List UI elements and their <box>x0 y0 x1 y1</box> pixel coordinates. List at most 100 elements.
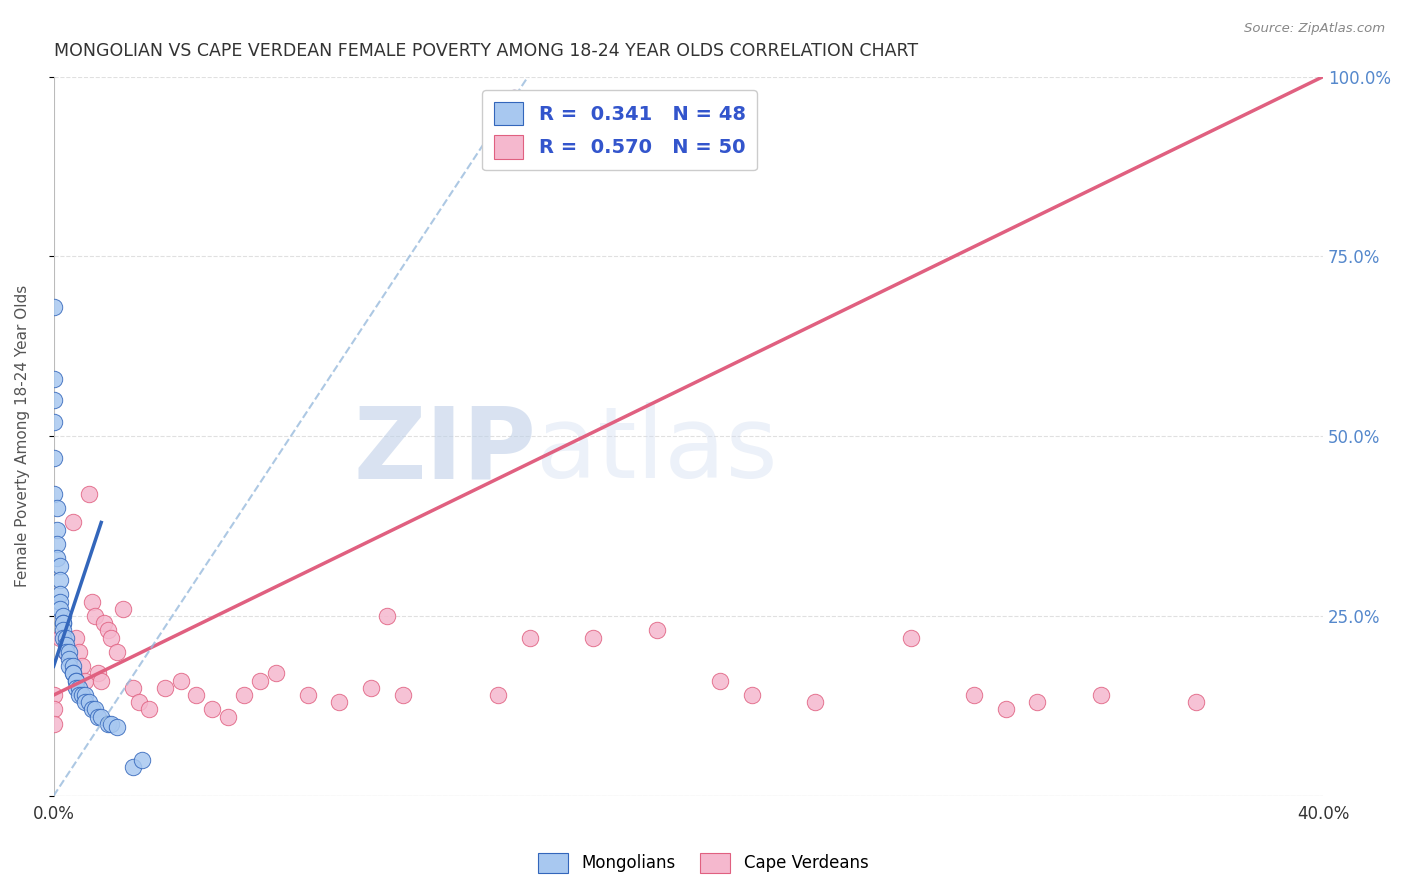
Point <box>375 609 398 624</box>
Point <box>42 716 65 731</box>
Point <box>90 709 112 723</box>
Point <box>900 631 922 645</box>
Point <box>87 666 110 681</box>
Point <box>65 631 87 645</box>
Legend: Mongolians, Cape Verdeans: Mongolians, Cape Verdeans <box>531 847 875 880</box>
Point <box>77 695 100 709</box>
Point <box>201 702 224 716</box>
Point <box>131 753 153 767</box>
Point <box>169 673 191 688</box>
Point <box>90 673 112 688</box>
Point <box>112 601 135 615</box>
Point <box>233 688 256 702</box>
Point <box>1185 695 1208 709</box>
Point <box>122 681 145 695</box>
Point <box>328 695 350 709</box>
Point <box>55 638 77 652</box>
Point <box>67 688 90 702</box>
Point <box>42 393 65 408</box>
Point <box>138 702 160 716</box>
Point <box>153 681 176 695</box>
Point <box>58 659 80 673</box>
Point <box>42 688 65 702</box>
Point <box>582 631 605 645</box>
Point <box>360 681 382 695</box>
Point <box>49 601 72 615</box>
Point <box>49 587 72 601</box>
Point <box>80 594 103 608</box>
Point <box>52 616 75 631</box>
Point <box>65 673 87 688</box>
Point <box>45 523 67 537</box>
Point <box>519 631 541 645</box>
Point <box>55 645 77 659</box>
Point <box>75 688 97 702</box>
Point <box>645 624 668 638</box>
Point <box>62 659 84 673</box>
Point <box>75 695 97 709</box>
Point <box>804 695 827 709</box>
Point <box>55 645 77 659</box>
Point <box>264 666 287 681</box>
Point <box>42 415 65 429</box>
Point <box>963 688 986 702</box>
Point <box>55 631 77 645</box>
Text: atlas: atlas <box>536 402 778 499</box>
Point <box>42 702 65 716</box>
Point <box>49 631 72 645</box>
Point <box>58 645 80 659</box>
Point <box>249 673 271 688</box>
Point <box>62 666 84 681</box>
Point <box>93 616 115 631</box>
Point <box>100 631 122 645</box>
Point <box>42 486 65 500</box>
Point <box>62 516 84 530</box>
Point <box>58 652 80 666</box>
Point <box>297 688 319 702</box>
Y-axis label: Female Poverty Among 18-24 Year Olds: Female Poverty Among 18-24 Year Olds <box>15 285 30 587</box>
Point <box>52 631 75 645</box>
Point <box>67 645 90 659</box>
Point <box>105 721 128 735</box>
Point <box>42 371 65 385</box>
Point <box>52 609 75 624</box>
Point <box>52 624 75 638</box>
Point <box>42 300 65 314</box>
Point <box>49 573 72 587</box>
Point <box>70 659 93 673</box>
Point <box>45 551 67 566</box>
Text: MONGOLIAN VS CAPE VERDEAN FEMALE POVERTY AMONG 18-24 YEAR OLDS CORRELATION CHART: MONGOLIAN VS CAPE VERDEAN FEMALE POVERTY… <box>53 42 918 60</box>
Point <box>52 616 75 631</box>
Point <box>70 688 93 702</box>
Point <box>97 624 120 638</box>
Point <box>42 450 65 465</box>
Point <box>49 594 72 608</box>
Point <box>741 688 763 702</box>
Point <box>128 695 150 709</box>
Point <box>77 486 100 500</box>
Point <box>186 688 208 702</box>
Point <box>709 673 731 688</box>
Point <box>391 688 413 702</box>
Point <box>105 645 128 659</box>
Point <box>83 609 105 624</box>
Point <box>83 702 105 716</box>
Point <box>994 702 1017 716</box>
Point <box>80 702 103 716</box>
Point <box>67 681 90 695</box>
Point <box>122 760 145 774</box>
Point <box>62 666 84 681</box>
Point <box>49 558 72 573</box>
Point <box>217 709 239 723</box>
Point <box>65 681 87 695</box>
Legend: R =  0.341   N = 48, R =  0.570   N = 50: R = 0.341 N = 48, R = 0.570 N = 50 <box>482 90 758 170</box>
Point <box>65 673 87 688</box>
Point <box>45 501 67 516</box>
Text: ZIP: ZIP <box>353 402 536 499</box>
Point <box>100 716 122 731</box>
Point <box>502 91 524 105</box>
Point <box>87 709 110 723</box>
Point <box>486 688 509 702</box>
Point <box>97 716 120 731</box>
Point <box>1026 695 1049 709</box>
